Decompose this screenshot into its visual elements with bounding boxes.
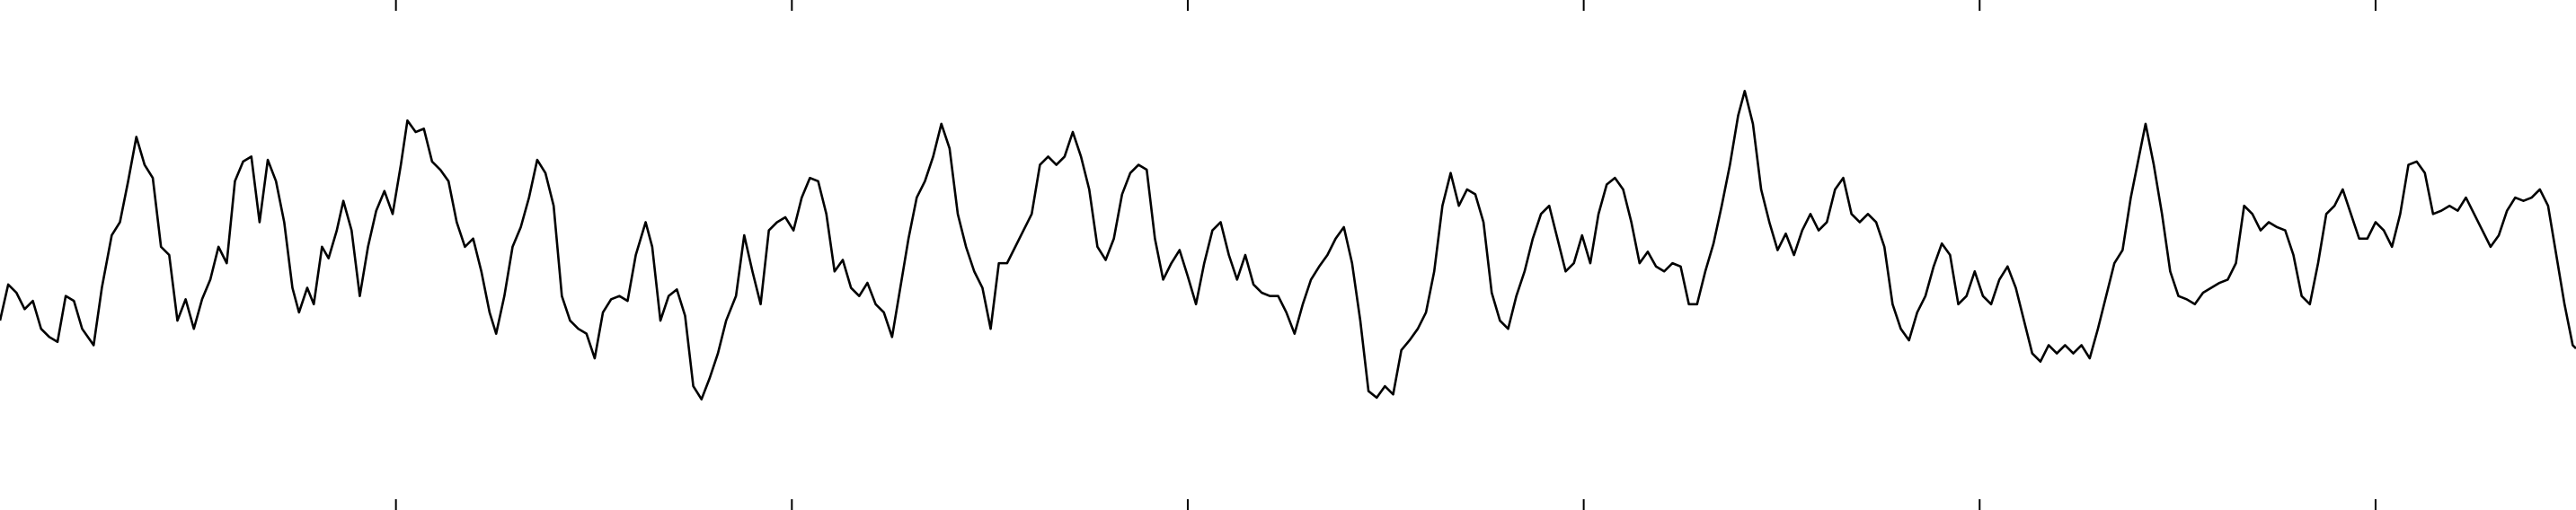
- signal-line: [0, 90, 2576, 401]
